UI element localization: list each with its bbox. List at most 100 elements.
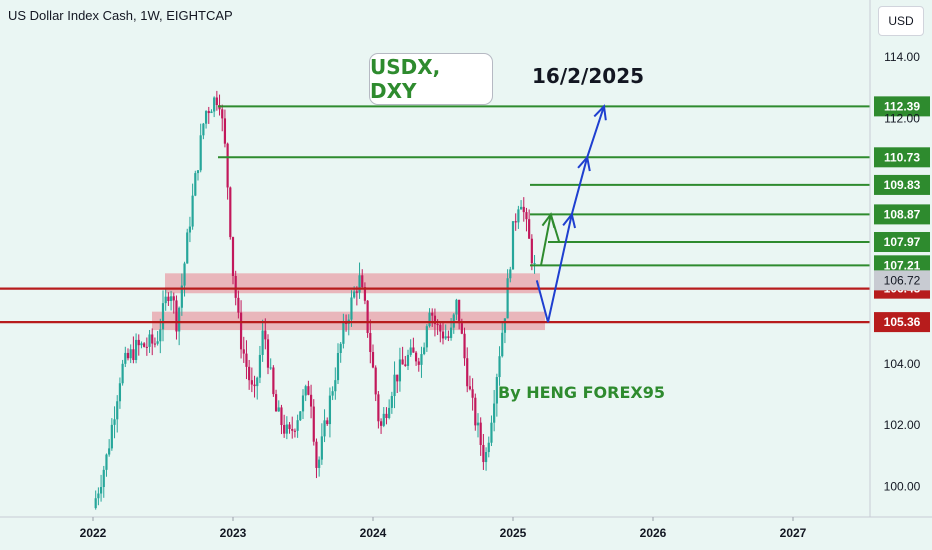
candle-body	[458, 299, 461, 324]
target-price-tag	[874, 174, 930, 195]
support-price-tag	[874, 312, 930, 333]
candle-body	[355, 291, 358, 293]
target-price-tag	[874, 232, 930, 253]
candle-body	[388, 407, 391, 419]
candle-body	[234, 275, 237, 298]
candle-body	[318, 459, 321, 468]
projection-path-green	[540, 214, 561, 266]
candle-body	[377, 394, 380, 422]
candle-body	[436, 324, 439, 326]
projection-path-green-arrowhead	[541, 212, 556, 229]
target-price-tag	[874, 96, 930, 117]
candle-body	[420, 354, 423, 365]
candle-body	[145, 346, 148, 348]
candle-body	[509, 269, 512, 279]
candle-body	[474, 397, 477, 426]
candle-body	[248, 366, 251, 381]
candle-body	[409, 347, 412, 355]
candle-body	[385, 413, 388, 419]
price-zone	[165, 273, 540, 294]
candle-body	[280, 407, 283, 426]
candle-body	[167, 296, 170, 302]
symbol-label-box: USDX, DXY	[369, 53, 493, 105]
y-axis-tick-label: 102.00	[884, 418, 921, 432]
candle-body	[129, 349, 132, 359]
candle-body	[231, 237, 235, 276]
candle-body	[331, 391, 334, 396]
x-axis-tick-label: 2024	[360, 526, 387, 540]
candle-body	[379, 421, 383, 426]
candle-body	[175, 300, 178, 332]
candle-body	[312, 406, 315, 442]
candle-body	[307, 386, 310, 395]
candle-body	[336, 353, 340, 381]
candle-body	[213, 97, 216, 112]
candle-body	[326, 420, 329, 425]
candle-body	[471, 389, 474, 398]
target-price-label: 112.39	[884, 99, 920, 113]
candle-body	[108, 448, 111, 455]
x-axis-tick-label: 2022	[80, 526, 107, 540]
candle-body	[153, 343, 157, 345]
candle-body	[439, 324, 442, 332]
y-axis-tick-label: 100.00	[884, 480, 921, 494]
candle-body	[460, 323, 463, 334]
candle-body	[274, 394, 278, 412]
candle-body	[264, 330, 267, 340]
candle-body	[210, 111, 213, 114]
candle-body	[334, 380, 337, 392]
candle-body	[301, 395, 305, 412]
candle-body	[196, 170, 200, 174]
author-label: By HENG FOREX95	[498, 383, 665, 402]
currency-button[interactable]: USD	[878, 6, 924, 36]
candle-body	[468, 386, 472, 390]
candle-body	[501, 332, 504, 357]
candle-body	[401, 359, 404, 365]
target-price-tag	[874, 255, 930, 276]
candle-body	[118, 383, 122, 402]
candle-body	[498, 356, 501, 378]
symbol-label: USDX, DXY	[370, 55, 441, 103]
candle-body	[291, 428, 294, 431]
candle-body	[261, 330, 264, 355]
candle-body	[369, 332, 372, 353]
target-price-label: 110.73	[884, 150, 920, 164]
y-axis-tick-label: 114.00	[884, 50, 920, 64]
candle-body	[97, 493, 100, 499]
candle-body	[299, 411, 302, 421]
candle-body	[113, 419, 116, 425]
candle-body	[304, 386, 307, 396]
x-axis-tick-label: 2027	[780, 526, 807, 540]
candle-body	[423, 347, 426, 355]
candle-body	[363, 287, 367, 301]
candle-body	[350, 297, 353, 320]
candle-body	[256, 377, 259, 387]
candle-body	[425, 326, 428, 348]
candle-body	[221, 109, 224, 119]
candle-body	[463, 333, 466, 359]
candle-body	[223, 118, 227, 144]
candle-body	[237, 297, 240, 313]
candle-body	[288, 424, 291, 429]
candle-body	[493, 403, 496, 423]
projection-path-blue-arrowhead	[593, 104, 607, 121]
candle-body	[126, 352, 130, 359]
candle-body	[414, 352, 418, 362]
target-price-label: 108.87	[884, 207, 921, 221]
candle-body	[148, 334, 151, 347]
candle-body	[374, 367, 377, 395]
candle-body	[449, 327, 453, 338]
candle-body	[455, 299, 458, 315]
candle-body	[528, 219, 531, 239]
candle-body	[517, 209, 520, 223]
candle-body	[110, 424, 113, 449]
target-price-tag	[874, 204, 930, 225]
candle-body	[178, 307, 181, 332]
candle-body	[353, 291, 356, 298]
target-price-label: 107.21	[884, 258, 921, 272]
candle-body	[102, 469, 105, 488]
candle-body	[398, 359, 402, 382]
date-label: 16/2/2025	[532, 64, 645, 88]
